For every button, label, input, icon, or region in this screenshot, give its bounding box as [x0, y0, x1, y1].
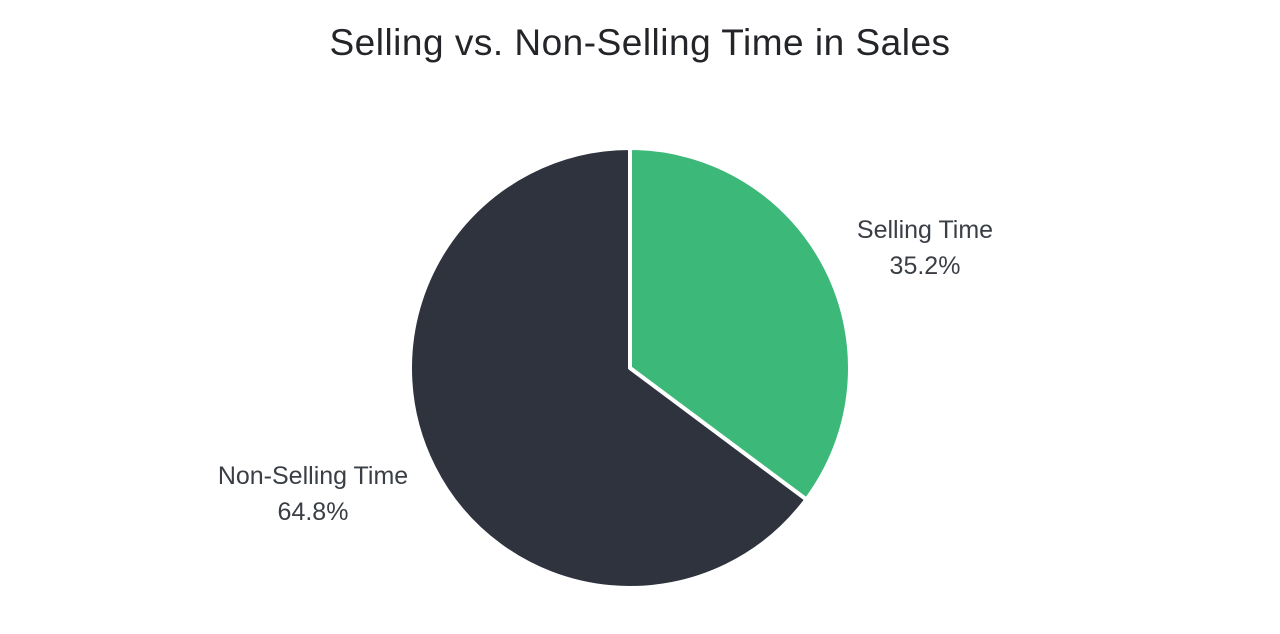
slice-label-selling-time: Selling Time 35.2% [857, 212, 993, 284]
chart-title: Selling vs. Non-Selling Time in Sales [329, 22, 951, 63]
slice-label-name: Non-Selling Time [217, 462, 409, 490]
slice-label-name: Selling Time [856, 216, 994, 244]
slice-label-percent: 35.2% [889, 252, 961, 280]
slice-label-percent: 64.8% [277, 498, 349, 526]
pie-slice-selling-time [628, 146, 852, 502]
pie-slice-non-selling-time [408, 146, 809, 590]
pie-chart [408, 146, 852, 590]
slice-label-non-selling-time: Non-Selling Time 64.8% [218, 458, 408, 530]
